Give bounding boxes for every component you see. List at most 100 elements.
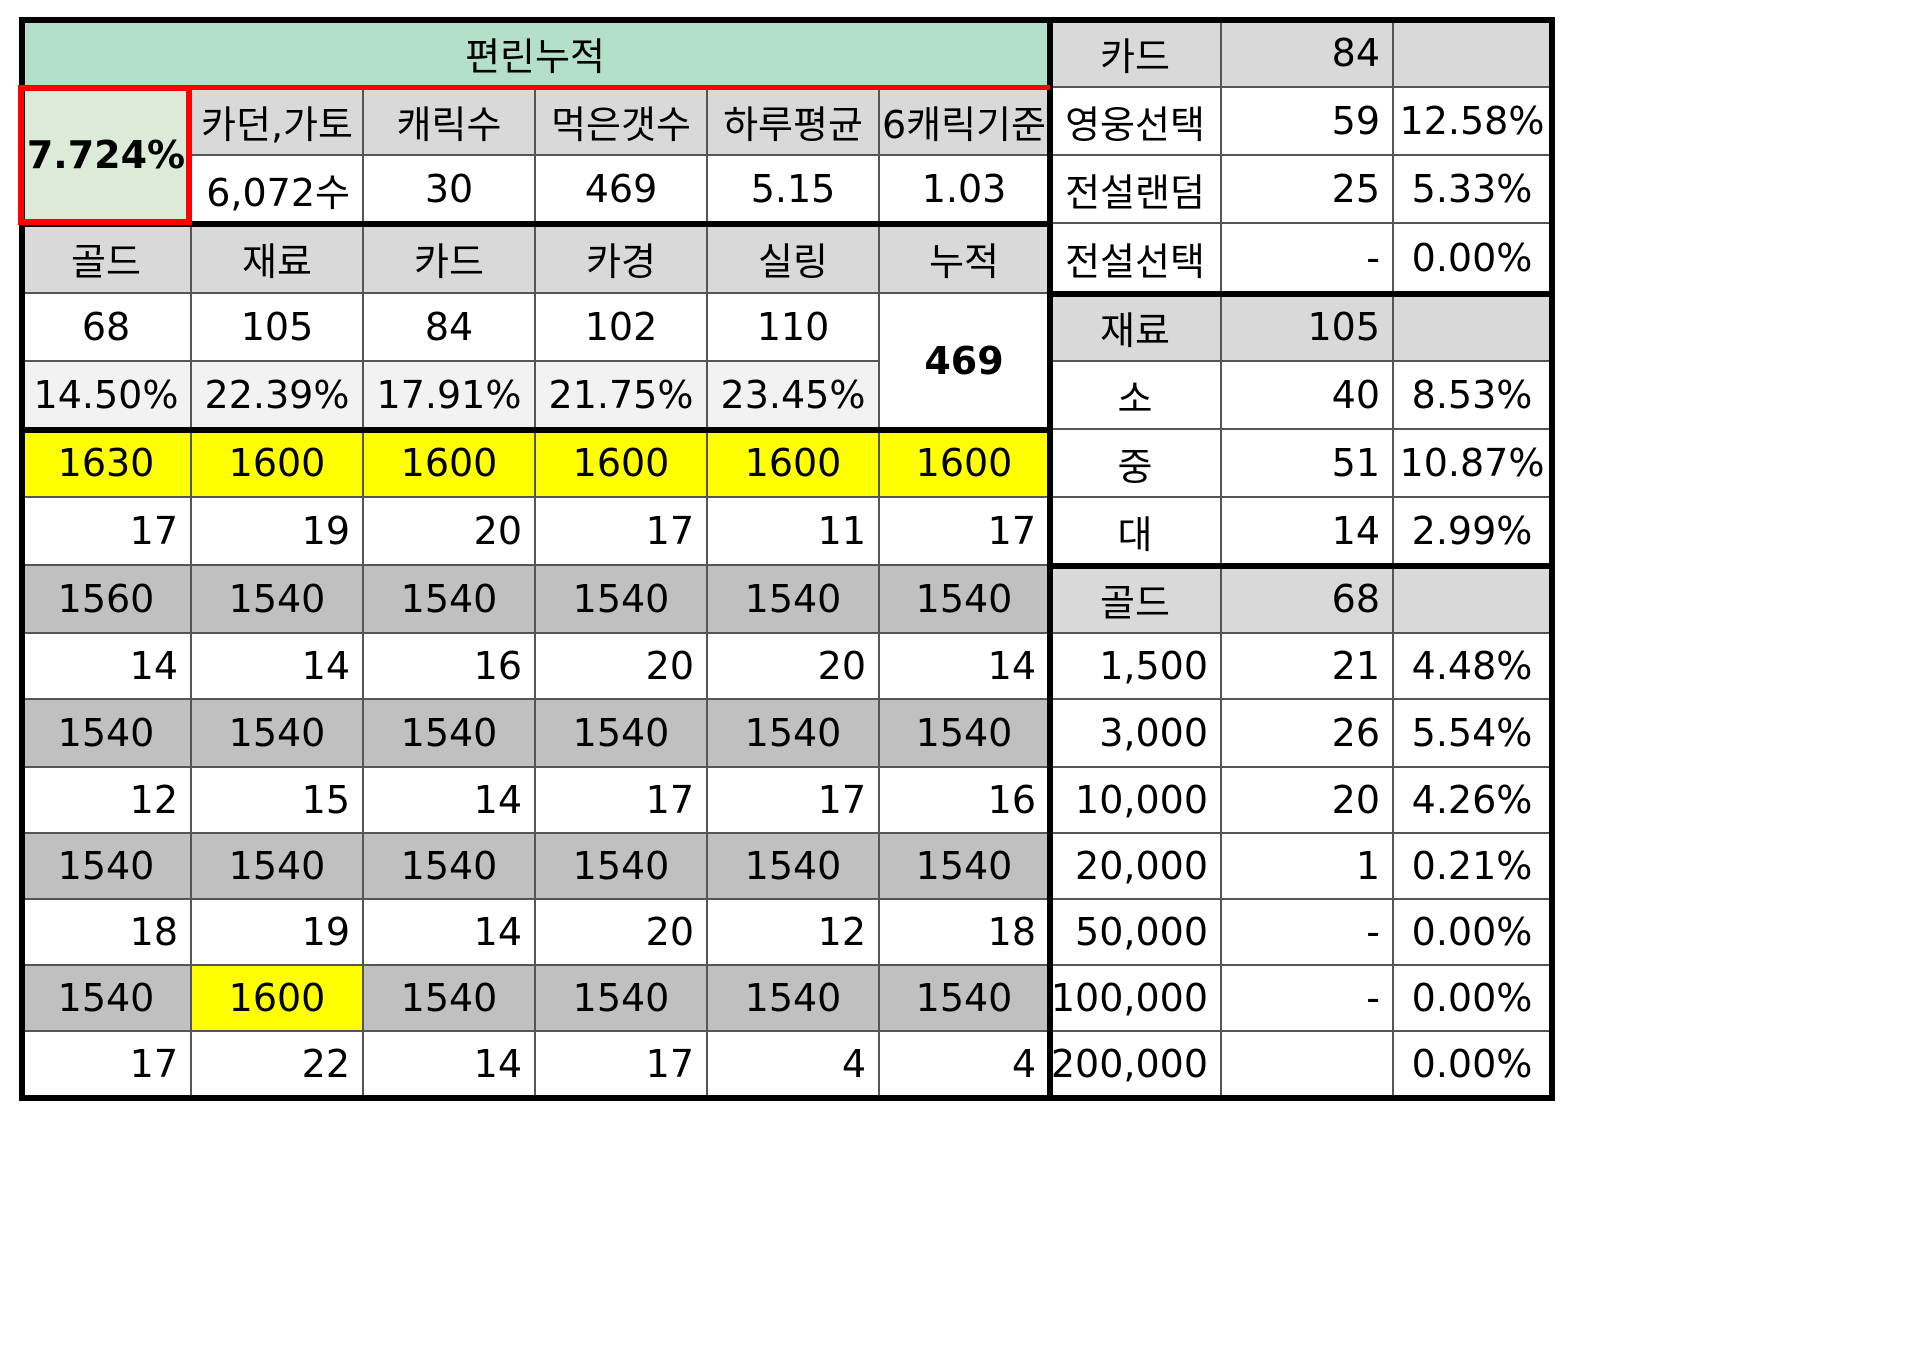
material-header-label[interactable]: 재료 (1050, 294, 1222, 362)
threshold-cell[interactable]: 1540 (708, 834, 880, 900)
material-row-percent[interactable]: 10.87% (1394, 430, 1552, 498)
gold-row-percent[interactable]: 5.54% (1394, 700, 1552, 768)
threshold-cell[interactable]: 1540 (880, 700, 1050, 768)
threshold-cell[interactable]: 1600 (880, 430, 1050, 498)
category-count-cell[interactable]: 102 (536, 294, 708, 362)
count-cell[interactable]: 14 (364, 1032, 536, 1098)
stat-header-cell[interactable]: 하루평균 (708, 88, 880, 156)
threshold-cell[interactable]: 1630 (22, 430, 192, 498)
card-row-label[interactable]: 영웅선택 (1050, 88, 1222, 156)
card-row-count[interactable]: 59 (1222, 88, 1394, 156)
card-header-count[interactable]: 84 (1222, 20, 1394, 88)
threshold-cell[interactable]: 1600 (536, 430, 708, 498)
count-cell[interactable]: 17 (22, 498, 192, 566)
threshold-cell[interactable]: 1540 (192, 566, 364, 634)
gold-row-label[interactable]: 10,000 (1050, 768, 1222, 834)
stat-value-cell[interactable]: 469 (536, 156, 708, 224)
material-header-blank[interactable] (1394, 294, 1552, 362)
count-cell[interactable]: 19 (192, 498, 364, 566)
count-cell[interactable]: 19 (192, 900, 364, 966)
threshold-cell[interactable]: 1540 (192, 834, 364, 900)
card-row-percent[interactable]: 5.33% (1394, 156, 1552, 224)
threshold-cell[interactable]: 1540 (364, 700, 536, 768)
material-row-label[interactable]: 소 (1050, 362, 1222, 430)
threshold-cell[interactable]: 1540 (536, 566, 708, 634)
count-cell[interactable]: 11 (708, 498, 880, 566)
count-cell[interactable]: 14 (22, 634, 192, 700)
threshold-cell[interactable]: 1600 (364, 430, 536, 498)
threshold-cell[interactable]: 1540 (192, 700, 364, 768)
category-header-cell[interactable]: 실링 (708, 224, 880, 294)
count-cell[interactable]: 14 (364, 768, 536, 834)
count-cell[interactable]: 20 (536, 900, 708, 966)
gold-row-label[interactable]: 3,000 (1050, 700, 1222, 768)
count-cell[interactable]: 12 (22, 768, 192, 834)
material-row-label[interactable]: 중 (1050, 430, 1222, 498)
count-cell[interactable]: 4 (708, 1032, 880, 1098)
count-cell[interactable]: 17 (536, 1032, 708, 1098)
threshold-cell[interactable]: 1540 (22, 834, 192, 900)
material-row-percent[interactable]: 2.99% (1394, 498, 1552, 566)
category-percent-cell[interactable]: 17.91% (364, 362, 536, 430)
count-cell[interactable]: 20 (364, 498, 536, 566)
gold-row-count[interactable]: 20 (1222, 768, 1394, 834)
title-cell[interactable]: 편린누적 (22, 20, 1050, 88)
stat-header-cell[interactable]: 6캐릭기준 (880, 88, 1050, 156)
count-cell[interactable]: 20 (536, 634, 708, 700)
stat-value-cell[interactable]: 5.15 (708, 156, 880, 224)
stat-header-cell[interactable]: 먹은갯수 (536, 88, 708, 156)
gold-row-percent[interactable]: 4.26% (1394, 768, 1552, 834)
category-count-cell[interactable]: 68 (22, 294, 192, 362)
count-cell[interactable]: 17 (536, 498, 708, 566)
gold-header-blank[interactable] (1394, 566, 1552, 634)
threshold-cell[interactable]: 1600 (192, 966, 364, 1032)
threshold-cell[interactable]: 1600 (708, 430, 880, 498)
category-count-cell[interactable]: 110 (708, 294, 880, 362)
count-cell[interactable]: 16 (364, 634, 536, 700)
threshold-cell[interactable]: 1540 (708, 700, 880, 768)
category-percent-cell[interactable]: 21.75% (536, 362, 708, 430)
stat-value-cell[interactable]: 6,072수 (192, 156, 364, 224)
gold-row-percent[interactable]: 0.00% (1394, 966, 1552, 1032)
card-row-percent[interactable]: 12.58% (1394, 88, 1552, 156)
count-cell[interactable]: 15 (192, 768, 364, 834)
gold-row-percent[interactable]: 4.48% (1394, 634, 1552, 700)
threshold-cell[interactable]: 1540 (880, 966, 1050, 1032)
count-cell[interactable]: 18 (880, 900, 1050, 966)
category-header-cell[interactable]: 골드 (22, 224, 192, 294)
gold-row-label[interactable]: 100,000 (1050, 966, 1222, 1032)
threshold-cell[interactable]: 1540 (364, 966, 536, 1032)
gold-row-label[interactable]: 20,000 (1050, 834, 1222, 900)
stat-value-cell[interactable]: 30 (364, 156, 536, 224)
threshold-cell[interactable]: 1540 (22, 966, 192, 1032)
rate-cell[interactable]: 7.724% (22, 88, 192, 224)
threshold-cell[interactable]: 1600 (192, 430, 364, 498)
category-header-cell[interactable]: 카경 (536, 224, 708, 294)
gold-row-label[interactable]: 200,000 (1050, 1032, 1222, 1098)
category-header-cell[interactable]: 카드 (364, 224, 536, 294)
count-cell[interactable]: 22 (192, 1032, 364, 1098)
count-cell[interactable]: 16 (880, 768, 1050, 834)
category-percent-cell[interactable]: 14.50% (22, 362, 192, 430)
stat-header-cell[interactable]: 캐릭수 (364, 88, 536, 156)
category-percent-cell[interactable]: 22.39% (192, 362, 364, 430)
material-row-label[interactable]: 대 (1050, 498, 1222, 566)
gold-row-label[interactable]: 1,500 (1050, 634, 1222, 700)
gold-row-percent[interactable]: 0.21% (1394, 834, 1552, 900)
gold-header-count[interactable]: 68 (1222, 566, 1394, 634)
gold-row-percent[interactable]: 0.00% (1394, 900, 1552, 966)
count-cell[interactable]: 17 (708, 768, 880, 834)
gold-row-count[interactable]: 26 (1222, 700, 1394, 768)
threshold-cell[interactable]: 1540 (536, 834, 708, 900)
gold-row-count[interactable]: 21 (1222, 634, 1394, 700)
count-cell[interactable]: 17 (880, 498, 1050, 566)
material-row-count[interactable]: 51 (1222, 430, 1394, 498)
category-header-cell[interactable]: 재료 (192, 224, 364, 294)
threshold-cell[interactable]: 1540 (364, 566, 536, 634)
gold-row-count[interactable]: - (1222, 900, 1394, 966)
card-row-percent[interactable]: 0.00% (1394, 224, 1552, 294)
material-row-percent[interactable]: 8.53% (1394, 362, 1552, 430)
count-cell[interactable]: 14 (364, 900, 536, 966)
count-cell[interactable]: 20 (708, 634, 880, 700)
count-cell[interactable]: 17 (536, 768, 708, 834)
